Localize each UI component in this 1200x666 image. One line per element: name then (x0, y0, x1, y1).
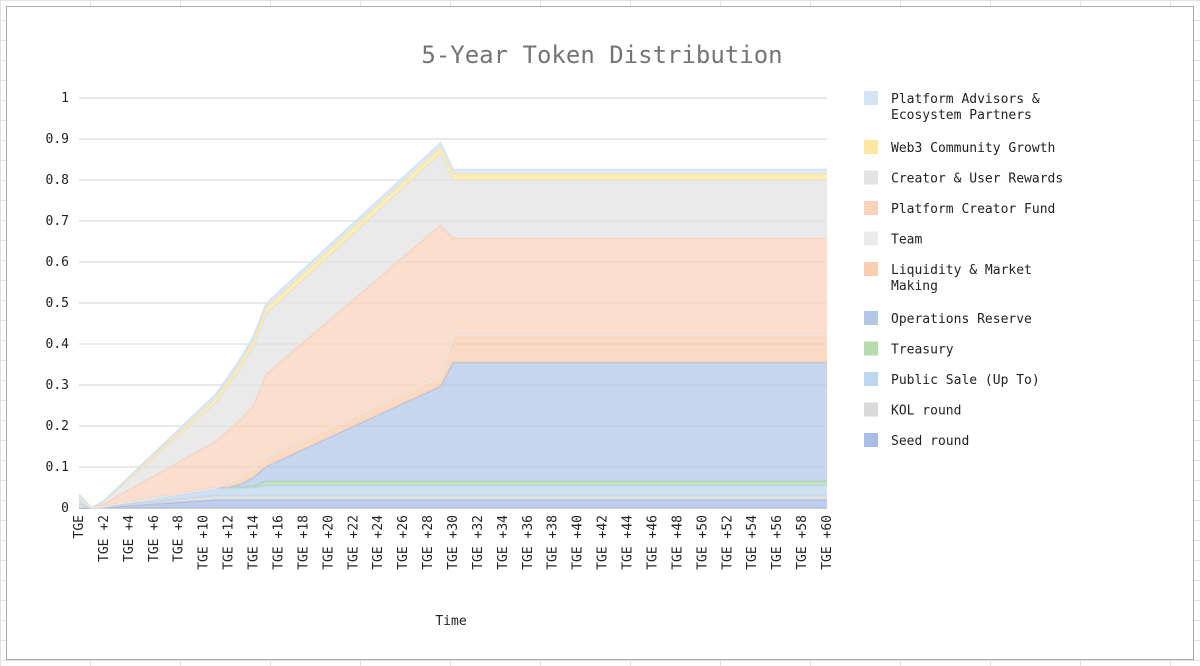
legend-item: Team (864, 231, 922, 248)
x-tick-label: TGE +48 (670, 515, 685, 570)
legend-label: Public Sale (Up To) (891, 373, 1040, 388)
y-axis-ticks: 0 0.1 0.2 0.3 0.4 0.5 0.6 0.7 0.8 0.9 1 (46, 91, 70, 516)
legend-item: Public Sale (Up To) (864, 372, 1040, 388)
area-series-line (78, 141, 827, 510)
legend-label: Ecosystem Partners (891, 108, 1032, 123)
y-tick-label: 1 (61, 91, 69, 106)
y-tick-label: 0.5 (46, 296, 69, 311)
y-tick-label: 0.4 (46, 337, 70, 352)
legend-item: Seed round (864, 433, 969, 449)
area-series (79, 485, 827, 508)
x-tick-label: TGE +52 (720, 515, 735, 570)
legend-swatch (864, 140, 878, 154)
x-tick-label: TGE +42 (596, 515, 611, 570)
y-tick-label: 0.7 (46, 214, 69, 229)
area-series (79, 225, 827, 508)
legend-label: Creator & User Rewards (891, 172, 1063, 187)
x-tick-label: TGE +8 (172, 515, 187, 562)
legend-swatch (864, 170, 878, 185)
legend-label: Seed round (891, 434, 969, 449)
legend-item: Operations Reserve (864, 311, 1032, 327)
area-series (79, 362, 827, 508)
legend-swatch (864, 91, 878, 105)
x-tick-label: TGE +56 (770, 515, 785, 570)
legend-swatch (864, 402, 878, 417)
chart-title: 5-Year Token Distribution (421, 41, 782, 69)
area-series (79, 499, 827, 508)
x-tick-label: TGE +38 (546, 515, 561, 570)
x-tick-label: TGE +34 (496, 515, 511, 570)
legend-item: Platform Advisors &Ecosystem Partners (864, 91, 1040, 123)
x-tick-label: TGE +60 (820, 515, 835, 570)
x-tick-label: TGE +2 (97, 515, 112, 562)
area-chart: 5-Year Token Distribution 00.10.20.30.40… (46, 41, 1064, 629)
x-tick-label: TGE +18 (296, 515, 311, 570)
x-tick-label: TGE +24 (371, 515, 386, 570)
x-tick-label: TGE +32 (471, 515, 486, 570)
chart-container[interactable]: 5-Year Token Distribution 0 0.1 0.2 0.3 0.4 0… (6, 6, 1194, 660)
y-tick-label: 0.8 (46, 173, 69, 188)
legend: Platform Advisors &Ecosystem Partners Web… (864, 91, 1063, 449)
legend-label: Web3 Community Growth (891, 141, 1055, 156)
x-tick-label: TGE +58 (795, 515, 810, 570)
legend-label: Platform Creator Fund (891, 202, 1055, 217)
x-tick-label: TGE +36 (521, 515, 536, 570)
legend-swatch (864, 341, 878, 356)
legend-swatch (864, 201, 878, 215)
x-tick-label: TGE +16 (271, 515, 286, 570)
x-tick-label: TGE +46 (645, 515, 660, 570)
x-tick-label: TGE +14 (247, 515, 262, 570)
legend-item: Platform Creator Fund (864, 201, 1055, 217)
x-tick-label: TGE +30 (446, 515, 461, 570)
area-series (79, 153, 827, 508)
x-tick-label: TGE +10 (197, 515, 212, 570)
legend-label: Platform Advisors & (891, 92, 1040, 107)
legend-item: KOL round (864, 402, 961, 419)
legend-label: Treasury (891, 343, 954, 358)
x-tick-label: TGE +6 (147, 515, 162, 562)
area-series (79, 481, 827, 508)
area-series-group (78, 141, 827, 510)
y-tick-label: 0.9 (46, 132, 69, 147)
x-tick-label: TGE +22 (346, 515, 361, 570)
x-tick-label: TGE +28 (421, 515, 436, 570)
x-tick-label: TGE +54 (745, 515, 760, 570)
x-tick-label: TGE +50 (695, 515, 710, 570)
legend-item: Treasury (864, 341, 954, 358)
x-tick-label: TGE +20 (321, 515, 336, 570)
x-axis-title: Time (435, 614, 466, 629)
x-tick-label: TGE +26 (396, 515, 411, 570)
legend-swatch (864, 262, 878, 276)
legend-swatch (864, 231, 878, 246)
x-axis-ticks: TGE TGE +2 TGE +4 TGE +6 TGE +8 TGE +10 TGE +1… (72, 515, 835, 570)
x-tick-label: TGE +4 (122, 515, 137, 562)
y-tick-label: 0.6 (46, 255, 69, 270)
legend-item: Web3 Community Growth (864, 140, 1055, 156)
x-tick-label: TGE +40 (571, 515, 586, 570)
legend-swatch (864, 311, 878, 325)
x-tick-label: TGE +12 (222, 515, 237, 570)
area-series (79, 495, 827, 508)
legend-swatch (864, 372, 878, 386)
area-series (79, 334, 827, 508)
y-tick-label: 0.1 (46, 460, 69, 475)
legend-swatch (864, 433, 878, 447)
legend-label: Team (891, 233, 922, 248)
y-tick-label: 0.3 (46, 378, 69, 393)
legend-label: Making (891, 279, 938, 294)
x-tick-label: TGE (72, 515, 87, 538)
x-tick-label: TGE +44 (621, 515, 636, 570)
legend-label: Liquidity & Market (891, 263, 1032, 278)
legend-label: KOL round (891, 404, 961, 419)
legend-item: Creator & User Rewards (864, 170, 1063, 187)
y-tick-label: 0.2 (46, 419, 69, 434)
legend-label: Operations Reserve (891, 312, 1032, 327)
y-tick-label: 0 (61, 501, 69, 516)
